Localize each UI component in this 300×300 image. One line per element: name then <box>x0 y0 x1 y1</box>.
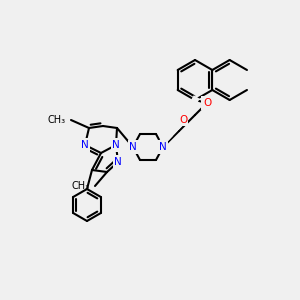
Text: N: N <box>114 157 122 167</box>
Text: N: N <box>129 142 137 152</box>
Text: O: O <box>179 115 187 125</box>
Text: N: N <box>129 142 137 152</box>
Text: N: N <box>112 140 120 150</box>
Text: CH₃: CH₃ <box>72 181 90 191</box>
Text: CH₃: CH₃ <box>48 115 66 125</box>
Text: N: N <box>81 140 89 150</box>
Text: N: N <box>159 142 167 152</box>
Text: N: N <box>112 140 120 150</box>
Text: N: N <box>81 140 89 150</box>
Polygon shape <box>148 125 178 157</box>
Text: N: N <box>159 142 167 152</box>
Text: N: N <box>114 157 122 167</box>
Text: O: O <box>203 98 211 108</box>
Text: O: O <box>203 98 211 108</box>
